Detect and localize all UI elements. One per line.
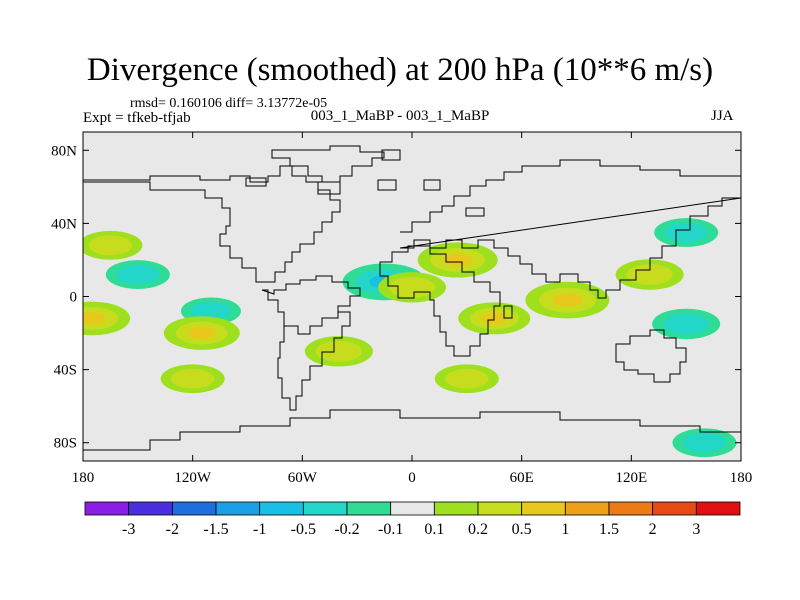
divergence-anomaly xyxy=(304,336,373,367)
map-axes: 180 120W 60W 0 60E 120E 180 80N 40N 0 40S 80S xyxy=(51,132,752,486)
colorbar-swatch xyxy=(259,501,304,516)
colorbar-swatch xyxy=(433,501,479,516)
coastlines xyxy=(83,145,741,451)
chart-title: Divergence (smoothed) at 200 hPa (10**6 … xyxy=(86,52,714,88)
south-america-outline xyxy=(261,275,361,411)
colorbar-label: 1.5 xyxy=(599,521,619,538)
case-label: 003_1_MaBP - 003_1_MaBP xyxy=(310,108,490,124)
colorbar-swatch xyxy=(128,501,173,516)
x-tick-label: 0 xyxy=(408,470,416,486)
colorbar-label: -1 xyxy=(253,521,266,538)
x-tick-label: 120E xyxy=(615,470,647,486)
colorbar-label: -2 xyxy=(166,521,179,538)
y-tick-label: 80N xyxy=(51,143,77,159)
experiment-label: Expt = tfkeb-tfjab xyxy=(83,110,191,126)
divergence-anomaly xyxy=(654,218,719,247)
y-tick-label: 40N xyxy=(51,216,77,232)
colorbar-label: 0.2 xyxy=(468,521,488,538)
australia-outline xyxy=(615,329,687,383)
africa-outline xyxy=(379,245,501,357)
y-tick-label: 80S xyxy=(54,436,77,452)
divergence-anomaly xyxy=(83,230,143,260)
colorbar-swatch xyxy=(608,501,654,516)
divergence-anomaly xyxy=(672,428,737,458)
divergence-anomaly xyxy=(615,259,684,290)
stats-label: rmsd= 0.160106 diff= 3.13772e-05 xyxy=(130,96,328,111)
divergence-anomaly xyxy=(163,316,240,350)
divergence-anomaly xyxy=(105,260,170,289)
colorbar-label: 0.1 xyxy=(424,521,444,538)
colorbar: -3 -2 -1.5 -1 -0.5 -0.2 -0.1 0.1 0.2 0.5 1 1.5 2 3 xyxy=(84,501,741,538)
y-tick-label: 40S xyxy=(54,363,77,379)
divergence-anomaly xyxy=(160,364,225,394)
divergence-anomaly xyxy=(652,308,721,340)
x-tick-label: 120W xyxy=(174,470,212,486)
divergence-anomaly xyxy=(378,272,446,303)
season-label: JJA xyxy=(711,108,734,124)
colorbar-swatch xyxy=(390,501,435,516)
greenland-outline xyxy=(271,145,385,183)
divergence-anomaly xyxy=(83,301,131,336)
y-tick-label: 0 xyxy=(70,290,78,306)
divergence-anomaly xyxy=(525,281,610,319)
x-tick-label: 60E xyxy=(510,470,534,486)
colorbar-swatch xyxy=(171,501,217,516)
colorbar-label: 1 xyxy=(561,521,569,538)
colorbar-label: 0.5 xyxy=(512,521,532,538)
antarctica-outline xyxy=(83,409,741,451)
colorbar-label: -0.5 xyxy=(291,521,316,538)
colorbar-label: -0.2 xyxy=(334,521,359,538)
colorbar-swatch xyxy=(215,501,261,516)
x-tick-label: 60W xyxy=(288,470,318,486)
colorbar-swatch xyxy=(652,501,697,516)
x-tick-label: 180 xyxy=(730,470,753,486)
divergence-anomaly xyxy=(434,364,499,394)
colorbar-swatch xyxy=(521,501,566,516)
eurasia-outline xyxy=(399,159,741,299)
colorbar-swatch xyxy=(564,501,610,516)
colorbar-swatch xyxy=(346,501,392,516)
colorbar-swatch xyxy=(302,501,348,516)
colorbar-label: -0.1 xyxy=(378,521,403,538)
colorbar-swatch xyxy=(477,501,523,516)
x-tick-label: 180 xyxy=(72,470,95,486)
colorbar-swatch xyxy=(695,501,741,516)
island-outlines xyxy=(245,149,513,319)
colorbar-label: -1.5 xyxy=(203,521,228,538)
north-america-outline xyxy=(83,165,341,283)
colorbar-label: 2 xyxy=(649,521,657,538)
colorbar-label: 3 xyxy=(692,521,700,538)
colorbar-swatch xyxy=(84,501,130,516)
colorbar-label: -3 xyxy=(122,521,135,538)
